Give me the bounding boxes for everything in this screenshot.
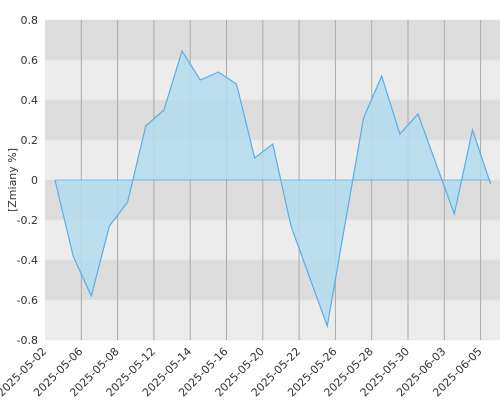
area-line — [54, 49, 492, 329]
grid-band — [45, 20, 500, 60]
y-tick-label: 0.6 — [21, 54, 39, 67]
y-tick-label: -0.2 — [17, 214, 38, 227]
y-tick-label: 0.4 — [21, 94, 39, 107]
y-tick-label: -0.8 — [17, 334, 38, 347]
y-axis-label: [Zmiany %] — [6, 148, 19, 212]
grid-band — [45, 300, 500, 340]
grid-band — [45, 100, 500, 140]
y-tick-label: -0.6 — [17, 294, 38, 307]
grid-band — [45, 220, 500, 260]
y-tick-label: -0.4 — [17, 254, 38, 267]
y-tick-label: 0.2 — [21, 134, 39, 147]
area-fill — [55, 51, 491, 326]
grid-band — [45, 60, 500, 100]
grid-band — [45, 260, 500, 300]
y-tick-label: 0 — [31, 174, 38, 187]
y-tick-label: 0.8 — [21, 14, 39, 27]
